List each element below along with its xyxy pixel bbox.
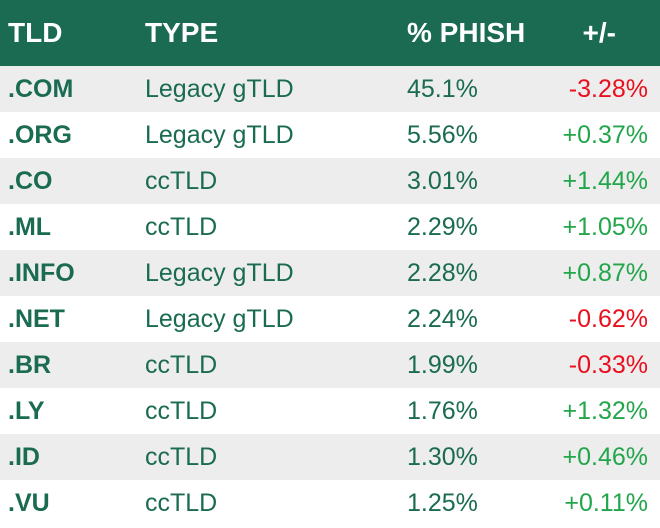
change-cell: +1.32% [562,396,649,425]
change-cell: -3.28% [568,74,648,103]
phish-cell: 1.30% [407,442,478,471]
header-change: +/- [582,17,616,48]
change-cell: +0.11% [564,488,648,517]
type-cell: ccTLD [145,350,218,379]
type-cell: ccTLD [145,396,218,425]
table-row: .LY ccTLD 1.76% +1.32% [0,388,660,434]
tld-cell: .BR [8,350,52,379]
table-row: .ML ccTLD 2.29% +1.05% [0,204,660,250]
type-cell: Legacy gTLD [145,74,294,103]
change-cell: -0.62% [568,304,648,333]
change-cell: -0.33% [568,350,648,379]
type-cell: ccTLD [145,488,218,517]
tld-cell: .ID [8,442,40,471]
table-header-row: TLD TYPE % PHISH +/- [0,0,660,66]
table-row: .ID ccTLD 1.30% +0.46% [0,434,660,480]
table-row: .COM Legacy gTLD 45.1% -3.28% [0,66,660,112]
type-cell: Legacy gTLD [145,120,294,149]
type-cell: Legacy gTLD [145,304,294,333]
change-cell: +1.05% [562,212,649,241]
tld-cell: .VU [8,488,50,517]
change-cell: +0.87% [562,258,649,287]
table-row: .ORG Legacy gTLD 5.56% +0.37% [0,112,660,158]
type-cell: ccTLD [145,212,218,241]
tld-cell: .ORG [8,120,72,149]
table-row: .NET Legacy gTLD 2.24% -0.62% [0,296,660,342]
type-cell: ccTLD [145,442,218,471]
phish-cell: 45.1% [407,74,478,103]
tld-cell: .COM [8,74,74,103]
phish-cell: 1.76% [407,396,478,425]
type-cell: Legacy gTLD [145,258,294,287]
table-row: .CO ccTLD 3.01% +1.44% [0,158,660,204]
change-cell: +0.46% [562,442,649,471]
table-row: .BR ccTLD 1.99% -0.33% [0,342,660,388]
phish-cell: 3.01% [407,166,478,195]
tld-cell: .ML [8,212,52,241]
phish-cell: 5.56% [407,120,478,149]
header-phish: % PHISH [407,17,526,48]
tld-cell: .NET [8,304,65,333]
phish-cell: 2.29% [407,212,478,241]
type-cell: ccTLD [145,166,218,195]
table-row: .INFO Legacy gTLD 2.28% +0.87% [0,250,660,296]
phish-cell: 1.25% [407,488,478,517]
header-type: TYPE [145,17,219,48]
tld-cell: .INFO [8,258,75,287]
tld-cell: .LY [8,396,45,425]
table-row: .VU ccTLD 1.25% +0.11% [0,480,660,526]
phish-cell: 1.99% [407,350,478,379]
change-cell: +1.44% [562,166,649,195]
phish-cell: 2.28% [407,258,478,287]
header-tld: TLD [8,17,63,48]
tld-cell: .CO [8,166,53,195]
change-cell: +0.37% [562,120,649,149]
phish-cell: 2.24% [407,304,478,333]
